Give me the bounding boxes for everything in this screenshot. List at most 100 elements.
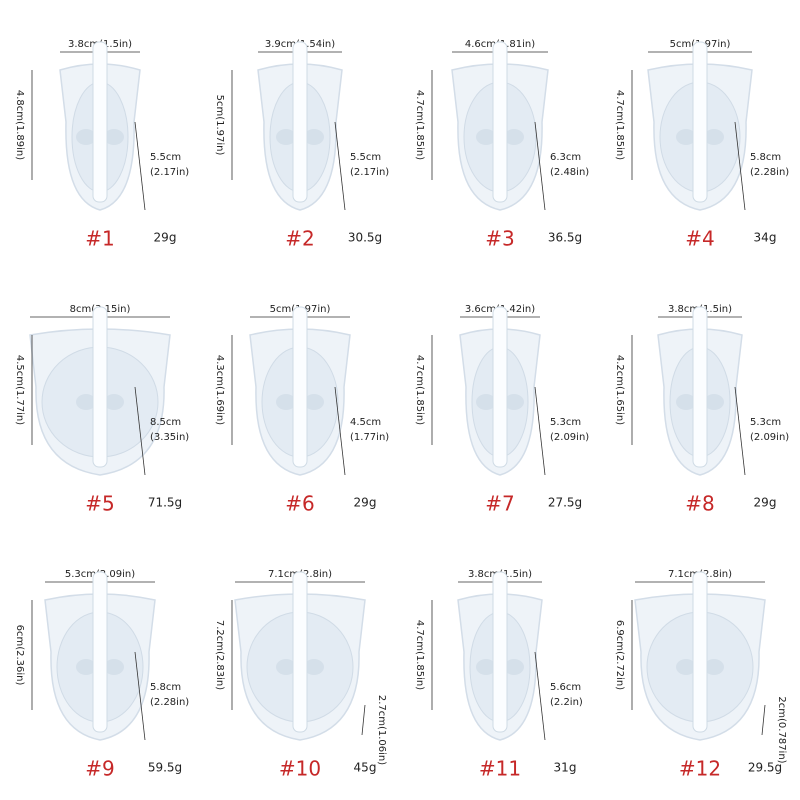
mold-cell: 3.8cm(1.5in)4.7cm(1.85in)5.6cm(2.2in)#11… bbox=[414, 569, 583, 781]
mold-cell: 8cm(3.15in)4.5cm(1.77in)8.5cm(3.35in)#57… bbox=[14, 304, 189, 516]
depth-label: (2.09in) bbox=[750, 432, 789, 443]
eye bbox=[304, 394, 324, 410]
height-label: 4.7cm(1.85in) bbox=[414, 620, 425, 690]
depth-line bbox=[761, 704, 766, 736]
sprue-bar bbox=[92, 41, 108, 203]
depth-line bbox=[361, 704, 366, 736]
eye bbox=[476, 659, 496, 675]
eye bbox=[76, 394, 96, 410]
sprue-bar bbox=[292, 41, 308, 203]
eye bbox=[504, 659, 524, 675]
eye bbox=[704, 394, 724, 410]
eye bbox=[476, 394, 496, 410]
mold-cell: 3.8cm(1.5in)4.2cm(1.65in)5.3cm(2.09in)#8… bbox=[614, 304, 789, 516]
item-number: #7 bbox=[485, 492, 514, 516]
depth-label: (1.77in) bbox=[350, 432, 389, 443]
depth-line bbox=[534, 386, 546, 476]
depth-line bbox=[334, 121, 346, 211]
depth-label: 5.6cm bbox=[550, 682, 581, 693]
sprue-bar bbox=[692, 571, 708, 733]
item-weight: 29.5g bbox=[748, 761, 782, 775]
height-label: 4.7cm(1.85in) bbox=[414, 90, 425, 160]
eye bbox=[676, 394, 696, 410]
eye bbox=[104, 129, 124, 145]
item-weight: 59.5g bbox=[148, 761, 182, 775]
sprue-bar bbox=[492, 306, 508, 468]
depth-label: 6.3cm bbox=[550, 152, 581, 163]
eye bbox=[304, 129, 324, 145]
height-label: 4.7cm(1.85in) bbox=[414, 355, 425, 425]
eye bbox=[104, 394, 124, 410]
depth-label: 2.7cm(1.06in) bbox=[376, 695, 387, 765]
height-label: 4.8cm(1.89in) bbox=[14, 90, 25, 160]
height-label: 7.2cm(2.83in) bbox=[214, 620, 225, 690]
item-weight: 45g bbox=[354, 761, 377, 775]
depth-line bbox=[534, 651, 546, 741]
item-number: #6 bbox=[285, 492, 314, 516]
sprue-bar bbox=[492, 41, 508, 203]
depth-label: (2.17in) bbox=[150, 167, 189, 178]
item-weight: 34g bbox=[754, 231, 777, 245]
depth-line bbox=[134, 121, 146, 211]
item-weight: 29g bbox=[354, 496, 377, 510]
item-weight: 30.5g bbox=[348, 231, 382, 245]
eye bbox=[704, 129, 724, 145]
depth-label: 5.5cm bbox=[350, 152, 381, 163]
depth-label: 8.5cm bbox=[150, 417, 181, 428]
depth-label: 4.5cm bbox=[350, 417, 381, 428]
item-weight: 27.5g bbox=[548, 496, 582, 510]
depth-line bbox=[734, 121, 746, 211]
depth-label: (2.17in) bbox=[350, 167, 389, 178]
eye bbox=[76, 129, 96, 145]
height-label: 4.3cm(1.69in) bbox=[214, 355, 225, 425]
eye bbox=[476, 129, 496, 145]
mold-cell: 5cm(1.97in)4.7cm(1.85in)5.8cm(2.28in)#43… bbox=[614, 39, 789, 251]
eye bbox=[304, 659, 324, 675]
sprue-bar bbox=[292, 306, 308, 468]
item-number: #4 bbox=[685, 227, 714, 251]
mold-cell: 4.6cm(1.81in)4.7cm(1.85in)6.3cm(2.48in)#… bbox=[414, 39, 589, 251]
item-number: #5 bbox=[85, 492, 114, 516]
depth-line bbox=[134, 651, 146, 741]
item-number: #9 bbox=[85, 757, 114, 781]
depth-label: (2.28in) bbox=[750, 167, 789, 178]
sprue-bar bbox=[692, 306, 708, 468]
depth-label: 5.8cm bbox=[750, 152, 781, 163]
item-number: #8 bbox=[685, 492, 714, 516]
sprue-bar bbox=[92, 306, 108, 468]
depth-label: 5.5cm bbox=[150, 152, 181, 163]
depth-label: (3.35in) bbox=[150, 432, 189, 443]
height-label: 5cm(1.97in) bbox=[214, 95, 225, 156]
eye bbox=[504, 394, 524, 410]
eye bbox=[704, 659, 724, 675]
eye bbox=[276, 129, 296, 145]
sprue-bar bbox=[292, 571, 308, 733]
eye bbox=[504, 129, 524, 145]
depth-line bbox=[734, 386, 746, 476]
item-number: #2 bbox=[285, 227, 314, 251]
mold-cell: 3.8cm(1.5in)4.8cm(1.89in)5.5cm(2.17in)#1… bbox=[14, 39, 189, 251]
eye bbox=[676, 659, 696, 675]
depth-line bbox=[134, 386, 146, 476]
item-number: #12 bbox=[679, 757, 721, 781]
eye bbox=[276, 659, 296, 675]
depth-label: (2.2in) bbox=[550, 697, 583, 708]
item-weight: 29g bbox=[154, 231, 177, 245]
depth-label: 5.3cm bbox=[550, 417, 581, 428]
item-weight: 71.5g bbox=[148, 496, 182, 510]
item-weight: 29g bbox=[754, 496, 777, 510]
height-label: 4.2cm(1.65in) bbox=[614, 355, 625, 425]
sprue-bar bbox=[492, 571, 508, 733]
item-number: #11 bbox=[479, 757, 521, 781]
mold-cell: 7.1cm(2.8in)6.9cm(2.72in)2cm(0.787in)#12… bbox=[614, 569, 787, 781]
item-weight: 36.5g bbox=[548, 231, 582, 245]
height-label: 6.9cm(2.72in) bbox=[614, 620, 625, 690]
item-number: #3 bbox=[485, 227, 514, 251]
mold-cell: 3.9cm(1.54in)5cm(1.97in)5.5cm(2.17in)#23… bbox=[214, 39, 389, 251]
height-label: 6cm(2.36in) bbox=[14, 625, 25, 686]
depth-label: (2.09in) bbox=[550, 432, 589, 443]
eye bbox=[276, 394, 296, 410]
mold-cell: 5.3cm(2.09in)6cm(2.36in)5.8cm(2.28in)#95… bbox=[14, 569, 189, 781]
depth-label: (2.48in) bbox=[550, 167, 589, 178]
